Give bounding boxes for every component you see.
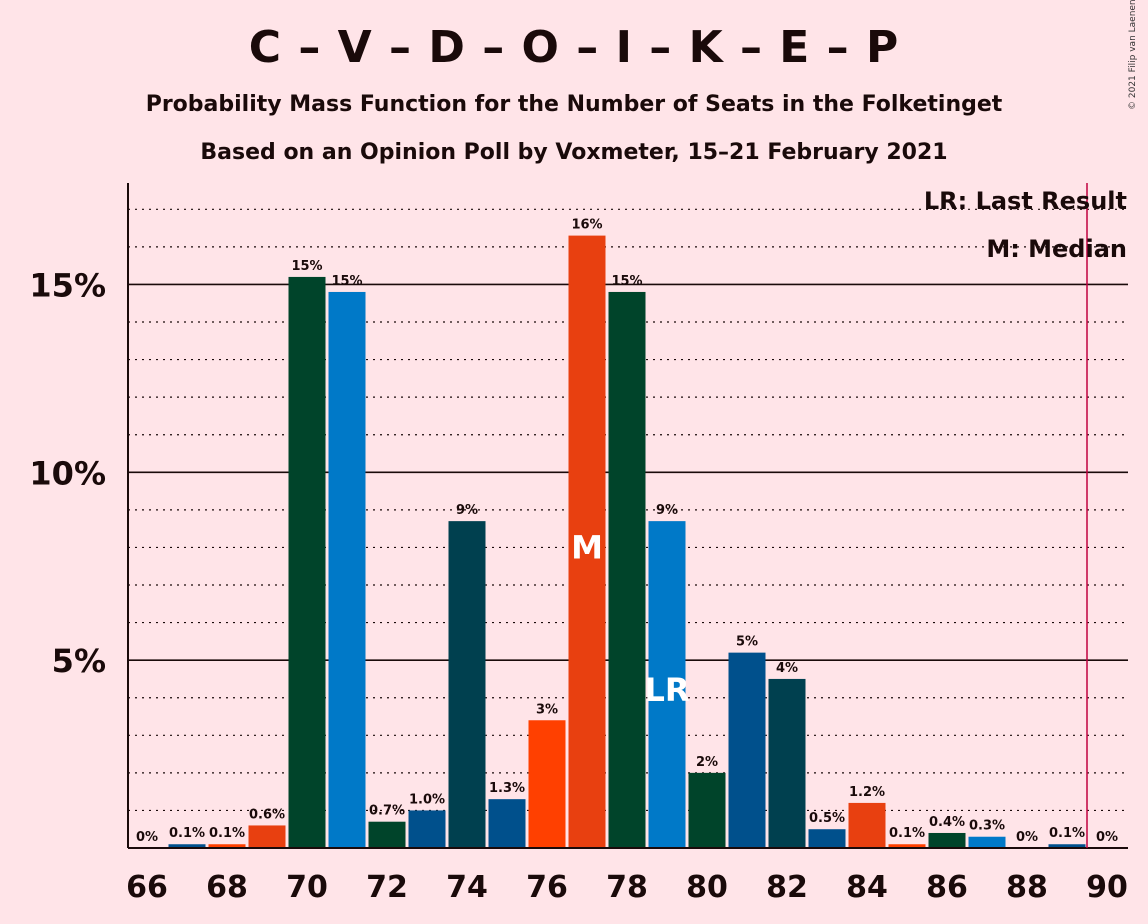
y-tick-label: 10% <box>29 454 106 492</box>
bar-79 <box>648 521 686 848</box>
x-tick-label: 86 <box>926 870 968 905</box>
legend-last-result: LR: Last Result <box>924 187 1127 215</box>
x-tick-label: 80 <box>686 870 728 905</box>
data-label-89: 0.1% <box>1049 826 1085 841</box>
x-tick-label: 76 <box>526 870 568 905</box>
data-label-80: 2% <box>696 755 718 770</box>
legend: LR: Last Result M: Median <box>924 187 1127 263</box>
data-label-74: 9% <box>456 503 478 518</box>
data-label-83: 0.5% <box>809 811 845 826</box>
data-label-73: 1.0% <box>409 792 445 807</box>
x-tick-label: 84 <box>846 870 888 905</box>
bar-81 <box>728 652 766 848</box>
x-tick-label: 72 <box>366 870 408 905</box>
bar-83 <box>808 829 846 848</box>
data-label-90: 0% <box>1096 830 1118 845</box>
data-labels: 0% 0.1% 0.1% 0.6% 15% 15% 0.7% 1.0% 9% 1.3% 3% 16% 1… <box>136 218 1118 845</box>
data-label-76: 3% <box>536 702 558 717</box>
x-tick-label: 74 <box>446 870 488 905</box>
bar-69 <box>248 825 286 848</box>
axes: 5% 10% 15% 66 68 70 72 74 76 78 80 82 84 86 88 90 <box>29 183 1128 905</box>
data-label-75: 1.3% <box>489 781 525 796</box>
chart-title: C – V – D – O – I – K – E – P <box>248 22 900 73</box>
data-label-72: 0.7% <box>369 804 405 819</box>
bar-68 <box>208 844 246 848</box>
bar-84 <box>848 802 886 848</box>
bar-71 <box>328 291 366 848</box>
data-label-88: 0% <box>1016 830 1038 845</box>
x-tick-label: 70 <box>286 870 328 905</box>
data-label-79: 9% <box>656 503 678 518</box>
data-label-77: 16% <box>571 218 602 233</box>
last-result-marker: LR <box>644 671 689 709</box>
data-label-70: 15% <box>291 259 322 274</box>
data-label-85: 0.1% <box>889 826 925 841</box>
data-label-71: 15% <box>331 274 362 289</box>
bar-75 <box>488 799 526 848</box>
bar-73 <box>408 810 446 848</box>
data-label-66: 0% <box>136 830 158 845</box>
data-label-84: 1.2% <box>849 785 885 800</box>
data-label-82: 4% <box>776 661 798 676</box>
x-tick-label: 90 <box>1086 870 1128 905</box>
bar-67 <box>168 844 206 848</box>
x-tick-label: 68 <box>206 870 248 905</box>
bar-78 <box>608 291 646 848</box>
bar-85 <box>888 844 926 848</box>
bar-87 <box>968 836 1006 848</box>
bar-70 <box>288 276 326 849</box>
bar-74 <box>448 521 486 848</box>
bars <box>168 235 1086 849</box>
y-tick-label: 15% <box>29 266 106 304</box>
y-tick-label: 5% <box>52 642 106 680</box>
data-label-81: 5% <box>736 635 758 650</box>
x-tick-label: 82 <box>766 870 808 905</box>
data-label-68: 0.1% <box>209 826 245 841</box>
legend-median: M: Median <box>986 235 1127 263</box>
bar-89 <box>1048 844 1086 848</box>
bar-76 <box>528 720 566 848</box>
x-tick-label: 78 <box>606 870 648 905</box>
bar-82 <box>768 678 806 848</box>
data-label-67: 0.1% <box>169 826 205 841</box>
chart-source-line: Based on an Opinion Poll by Voxmeter, 15… <box>200 140 948 165</box>
chart-subtitle: Probability Mass Function for the Number… <box>145 92 1003 117</box>
bar-72 <box>368 821 406 848</box>
x-tick-label: 66 <box>126 870 168 905</box>
x-tick-label: 88 <box>1006 870 1048 905</box>
data-label-78: 15% <box>611 274 642 289</box>
data-label-86: 0.4% <box>929 815 965 830</box>
data-label-87: 0.3% <box>969 819 1005 834</box>
bar-77 <box>568 235 606 848</box>
median-marker: M <box>571 528 603 566</box>
data-label-69: 0.6% <box>249 807 285 822</box>
bar-80 <box>688 772 726 848</box>
bar-86 <box>928 832 966 848</box>
